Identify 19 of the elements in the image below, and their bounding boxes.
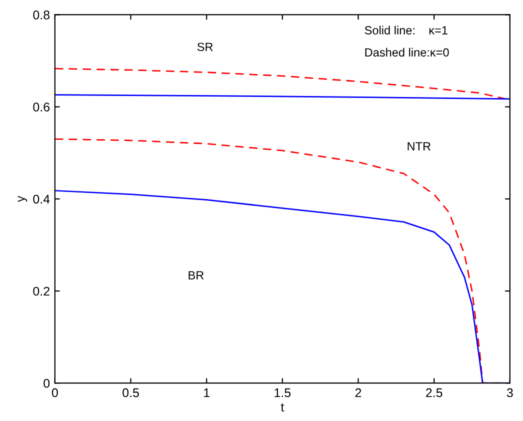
annotation: NTR — [408, 142, 431, 150]
x-tick-label: 2.5 — [426, 388, 442, 398]
annotation: SR — [197, 42, 213, 52]
annotation: BR — [188, 271, 204, 280]
x-tick-label: 0 — [52, 388, 58, 398]
x-tick-label: 2 — [355, 388, 362, 398]
x-tick-label: 1.5 — [274, 388, 291, 398]
y-tick-label: 0.4 — [33, 194, 50, 204]
x-tick-label: 0.5 — [122, 388, 139, 398]
y-tick-label: 0 — [44, 378, 50, 388]
y-tick-label: 0.6 — [33, 102, 50, 112]
x-tick-label: 1 — [204, 388, 210, 398]
y-tick-label: 0.2 — [33, 286, 50, 296]
y-axis-title: y — [18, 196, 28, 202]
annotation: Dashed line:κ=0 — [365, 48, 449, 57]
y-tick-label: 0.8 — [33, 10, 50, 20]
x-axis-title: t — [280, 403, 284, 412]
x-tick-label: 3 — [506, 388, 513, 398]
annotation: Solid line: κ=1 — [364, 26, 448, 34]
